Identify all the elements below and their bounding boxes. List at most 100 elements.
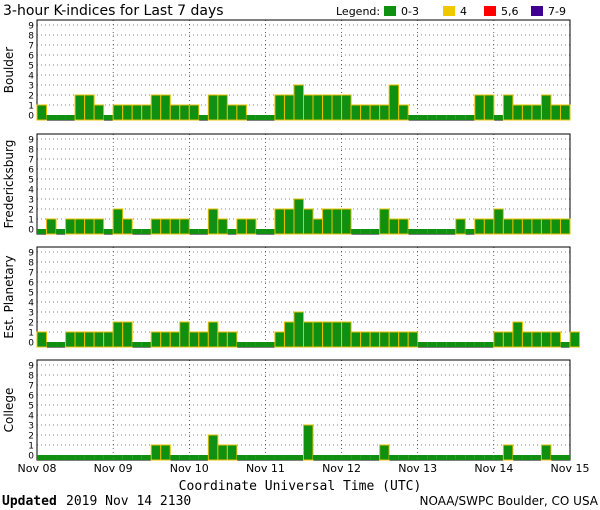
bar <box>293 198 305 235</box>
bar <box>284 455 294 460</box>
bar <box>341 455 352 460</box>
panel-name: Est. Planetary <box>2 255 16 338</box>
bar <box>141 342 152 347</box>
bar <box>198 115 209 120</box>
bar <box>312 218 324 235</box>
bar <box>112 321 124 348</box>
y-tick-label: 1 <box>28 102 34 112</box>
bar <box>56 229 66 234</box>
y-tick-label: 3 <box>28 196 34 206</box>
legend-label-2: 5,6 <box>501 5 519 18</box>
bar <box>236 218 247 235</box>
bar <box>379 444 390 461</box>
bar <box>531 331 542 348</box>
bar <box>427 229 437 234</box>
bar <box>388 84 400 121</box>
bar <box>512 104 523 121</box>
y-tick-label: 7 <box>28 42 34 52</box>
bar <box>132 342 142 347</box>
bar <box>370 229 380 234</box>
bar <box>370 455 380 460</box>
bar <box>65 455 76 460</box>
bar <box>65 218 76 235</box>
bar <box>465 115 475 120</box>
bar <box>160 331 171 348</box>
legend-swatch-1 <box>443 6 455 16</box>
bar <box>188 104 200 121</box>
bar <box>569 331 581 348</box>
legend-swatch-3 <box>531 6 543 16</box>
y-tick-label: 9 <box>28 249 34 259</box>
bar <box>65 331 76 348</box>
y-tick-label: 2 <box>28 92 34 102</box>
bar <box>408 115 418 120</box>
bar <box>502 94 514 121</box>
bar <box>332 455 342 460</box>
bar <box>427 342 437 347</box>
x-tick-label: Nov 12 <box>322 462 361 475</box>
legend-title: Legend: <box>336 5 380 18</box>
bar <box>483 218 495 235</box>
bar <box>236 104 247 121</box>
bar <box>189 455 199 460</box>
bar <box>360 455 371 460</box>
bar <box>360 331 371 348</box>
bar <box>465 342 475 347</box>
bar <box>493 331 504 348</box>
bar <box>113 455 123 460</box>
bar <box>112 104 124 121</box>
bar <box>103 229 114 234</box>
bar <box>559 218 571 235</box>
bar <box>56 342 66 347</box>
bar <box>483 94 495 121</box>
bar <box>236 455 247 460</box>
bar <box>141 104 152 121</box>
legend: Legend: 0-3 4 5,6 7-9 <box>336 5 566 18</box>
bar <box>331 208 343 235</box>
bar <box>265 115 275 120</box>
bar <box>521 218 533 235</box>
bar <box>531 218 542 235</box>
y-tick-label: 7 <box>28 269 34 279</box>
bar <box>283 321 295 348</box>
bar <box>103 331 114 348</box>
bar <box>198 331 209 348</box>
y-tick-label: 2 <box>28 432 34 442</box>
bar <box>360 229 371 234</box>
bar <box>132 229 142 234</box>
bar <box>255 229 266 234</box>
bar <box>265 455 275 460</box>
bar <box>169 104 181 121</box>
bar <box>189 229 199 234</box>
bar <box>350 331 362 348</box>
bar <box>408 229 418 234</box>
y-tick-label: 6 <box>28 166 34 176</box>
bar <box>255 342 266 347</box>
legend-label-0: 0-3 <box>401 5 419 18</box>
bar <box>274 455 285 460</box>
y-tick-label: 6 <box>28 279 34 289</box>
bar <box>179 218 190 235</box>
y-tick-label: 0 <box>28 112 34 122</box>
bar <box>379 331 390 348</box>
y-tick-label: 4 <box>28 186 34 196</box>
y-tick-label: 3 <box>28 82 34 92</box>
bar <box>265 342 275 347</box>
bar <box>141 229 152 234</box>
bar <box>465 229 475 234</box>
y-tick-label: 5 <box>28 402 34 412</box>
y-tick-label: 0 <box>28 339 34 349</box>
bar <box>474 218 485 235</box>
bar <box>274 208 285 235</box>
bar <box>226 104 238 121</box>
bar <box>550 331 561 348</box>
bar <box>560 342 570 347</box>
bar <box>245 218 257 235</box>
bar <box>398 331 409 348</box>
bar <box>502 331 514 348</box>
bar <box>169 218 181 235</box>
bar <box>512 218 523 235</box>
y-tick-label: 1 <box>28 329 34 339</box>
bar <box>455 342 466 347</box>
